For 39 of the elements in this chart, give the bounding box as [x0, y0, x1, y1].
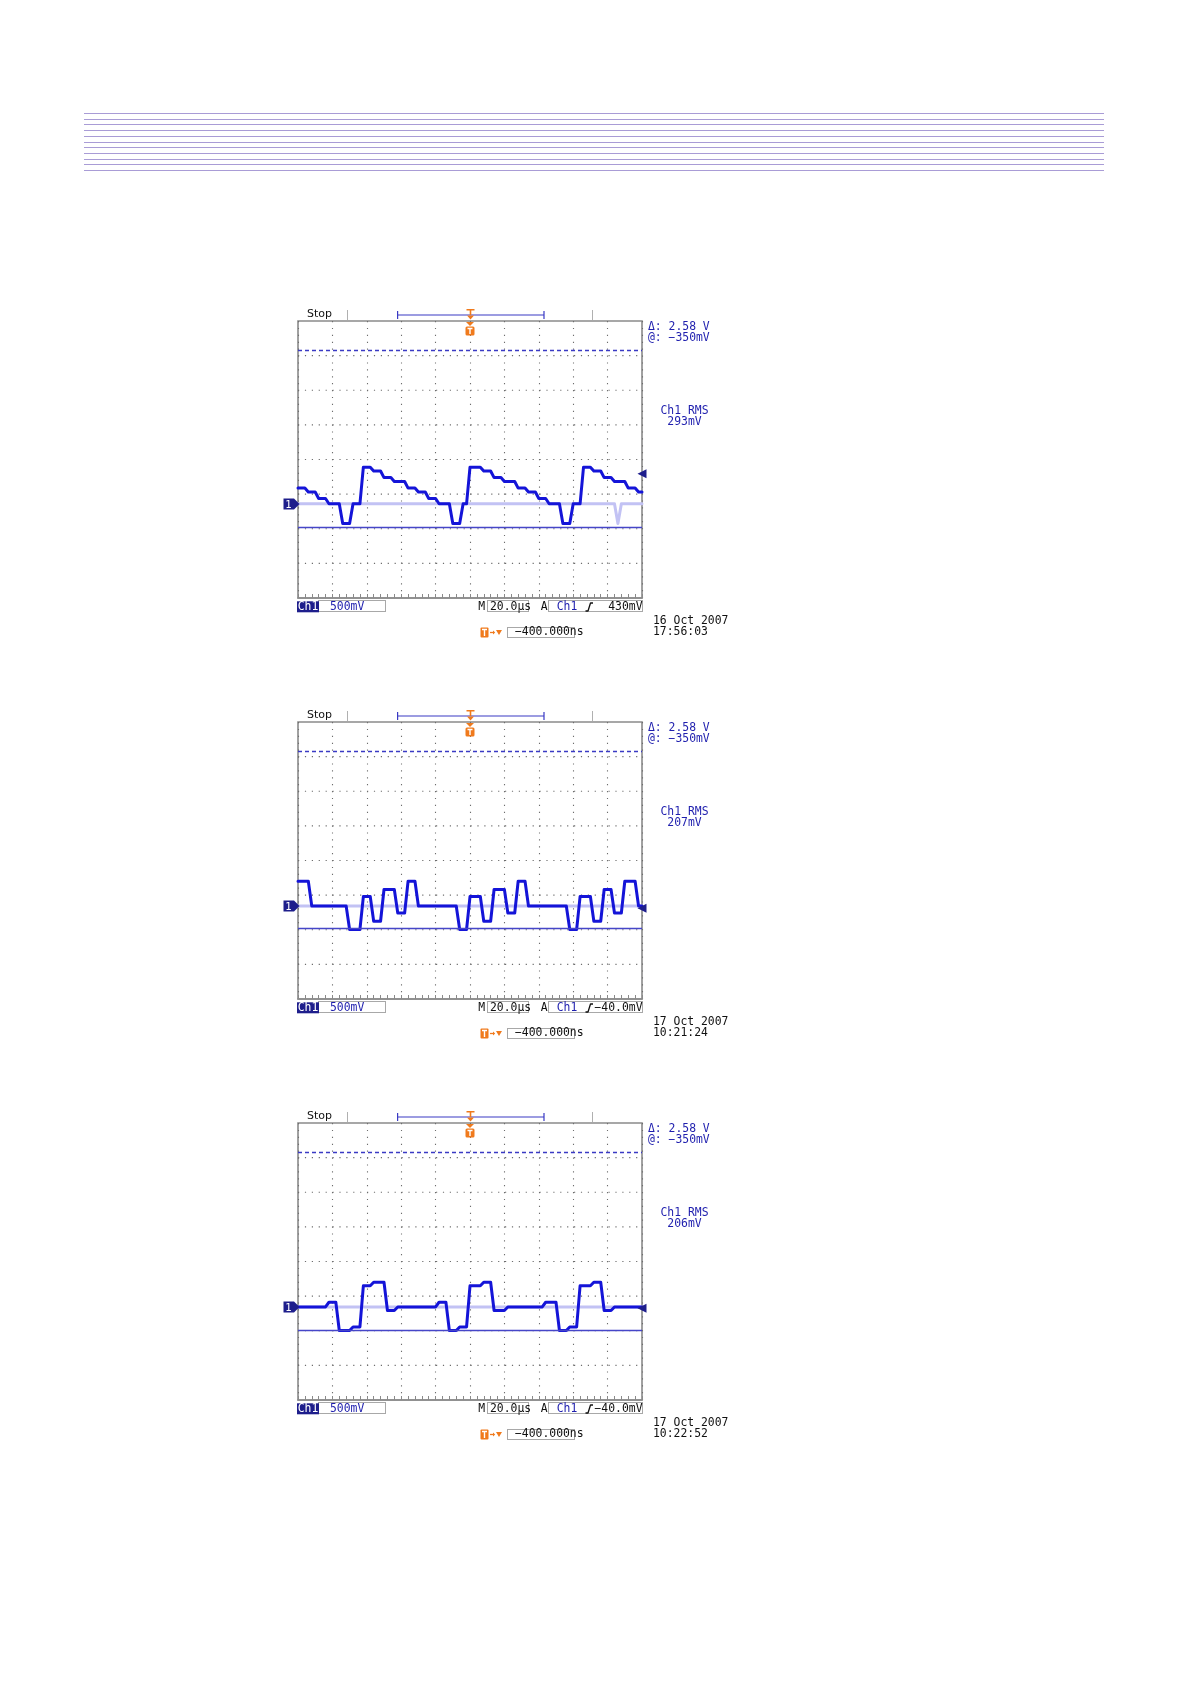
text: 17:56:03 [653, 624, 708, 638]
text: A [540, 999, 548, 1014]
text: @: −350mV [648, 731, 710, 746]
text: Ch1 [296, 999, 320, 1014]
text: Stop [307, 1108, 333, 1122]
text: −400.000ns [515, 1426, 584, 1441]
text: 207mV [667, 815, 702, 830]
text: A [540, 598, 548, 613]
text: 10:21:24 [653, 1025, 708, 1039]
text: Ch1 [556, 999, 578, 1014]
text: 500mV [330, 1400, 365, 1415]
text: M [478, 1400, 486, 1415]
text: 293mV [667, 414, 702, 429]
text: 1 [285, 899, 292, 912]
text: −400.000ns [515, 1025, 584, 1040]
text: 206mV [667, 1216, 702, 1231]
text: @: −350mV [648, 1132, 710, 1147]
text: 1 [285, 497, 292, 510]
text: 500mV [330, 999, 365, 1014]
text: A [540, 1400, 548, 1415]
text: Stop [307, 707, 333, 721]
text: 500mV [330, 598, 365, 613]
text: 17 Oct 2007 [653, 1013, 729, 1028]
text: Ch1 [296, 1400, 320, 1415]
text: Stop [307, 306, 333, 320]
text: @: −350mV [648, 330, 710, 345]
text: 430mV [608, 598, 643, 613]
text: Ch1 [556, 1400, 578, 1415]
text: −400.000ns [515, 624, 584, 639]
text: M [478, 999, 486, 1014]
text: Ch1 [556, 598, 578, 613]
text: −40.0mV [594, 1400, 643, 1415]
text: Ch1 [296, 598, 320, 613]
text: 17 Oct 2007 [653, 1414, 729, 1429]
text: 1 [285, 1300, 292, 1313]
text: 16 Oct 2007 [653, 612, 729, 627]
text: 10:22:52 [653, 1426, 708, 1440]
text: M [478, 598, 486, 613]
text: −40.0mV [594, 999, 643, 1014]
